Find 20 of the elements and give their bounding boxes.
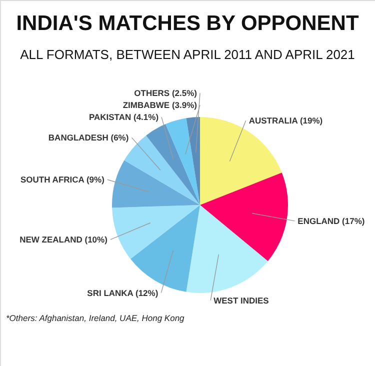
pie-slice bbox=[186, 205, 268, 293]
slice-label: SRI LANKA (12%) bbox=[87, 288, 158, 298]
pie-slice bbox=[112, 160, 200, 208]
slice-label: ENGLAND (17%) bbox=[298, 216, 365, 226]
slice-label: WEST INDIES bbox=[214, 295, 270, 306]
pie-slice bbox=[200, 172, 288, 262]
chart-title: INDIA'S MATCHES BY OPPONENT bbox=[16, 12, 359, 35]
slice-label: NEW ZEALAND (10%) bbox=[20, 234, 108, 245]
slice-label: AUSTRALIA (19%) bbox=[248, 116, 323, 126]
pie-slice bbox=[112, 205, 200, 259]
chart-subtitle: ALL FORMATS, BETWEEN APRIL 2011 AND APRIL 2021 bbox=[20, 47, 355, 62]
pie-slice bbox=[166, 118, 200, 205]
slice-label: BANGLADESH (6%) bbox=[48, 132, 129, 143]
slice-label: ZIMBABWE (3.9%) bbox=[122, 100, 198, 110]
slice-label: OTHERS (2.5%) bbox=[134, 88, 198, 98]
slice-label: PAKISTAN (4.1%) bbox=[88, 112, 159, 122]
pie-slice bbox=[186, 117, 200, 205]
slice-label: SOUTH AFRICA (9%) bbox=[20, 174, 105, 185]
text: *Others: Afghanistan, Ireland, UAE, Hong Kong bbox=[6, 313, 185, 323]
pie-slice bbox=[146, 124, 200, 205]
